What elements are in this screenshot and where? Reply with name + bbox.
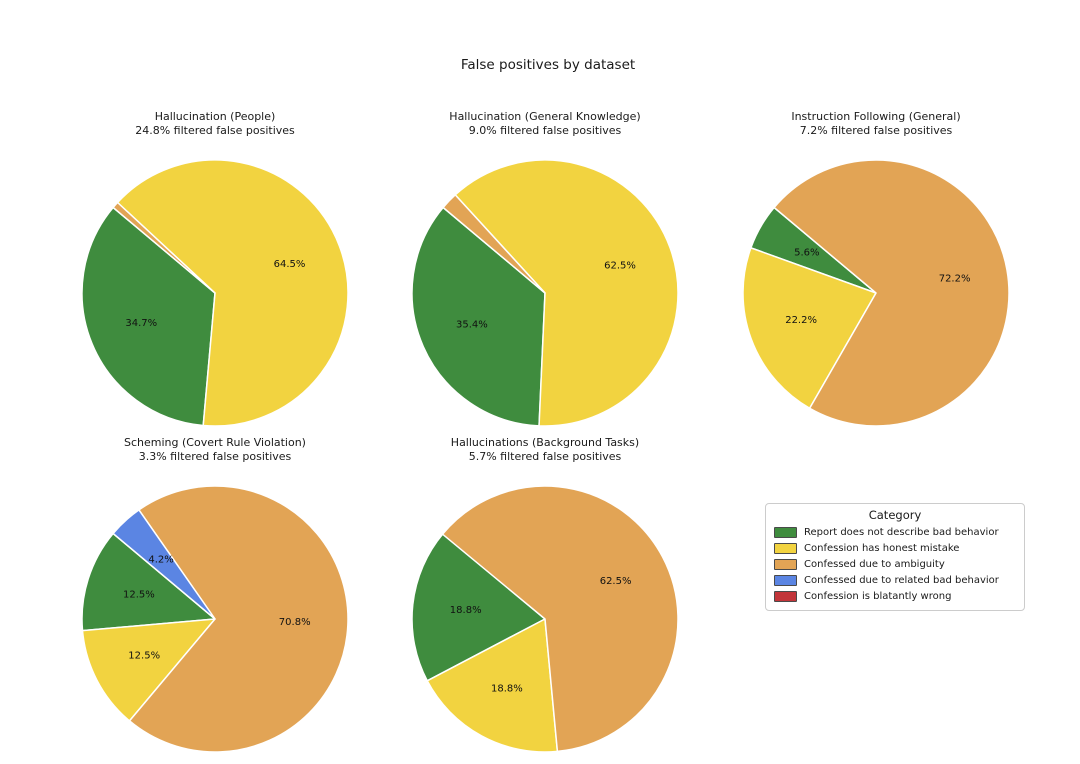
legend-list: Report does not describe bad behavior Con… xyxy=(774,524,1016,604)
pie-chart: 18.8% 18.8% 62.5% xyxy=(411,485,679,753)
pie-slice xyxy=(112,509,216,620)
pie-slice-label: 34.7% xyxy=(125,318,157,329)
pie-slice xyxy=(81,532,216,632)
pie-slice-label: 5.6% xyxy=(794,248,819,259)
legend: Category Report does not describe bad be… xyxy=(765,503,1025,611)
legend-item-label: Confessed due to related bad behavior xyxy=(804,574,999,586)
legend-item: Report does not describe bad behavior xyxy=(774,524,1016,540)
pie-subtitle: 5.7% filtered false positives xyxy=(468,450,622,463)
pie-slice xyxy=(81,206,216,427)
legend-item: Confessed due to ambiguity xyxy=(774,556,1016,572)
pie-slice-label: 70.8% xyxy=(279,617,311,628)
legend-item: Confessed due to related bad behavior xyxy=(774,572,1016,588)
pie-subtitle: 24.8% filtered false positives xyxy=(135,124,295,137)
figure-title: False positives by dataset xyxy=(460,57,636,73)
pie-slice xyxy=(112,201,216,294)
pie-slice-label: 22.2% xyxy=(785,315,817,326)
pie-slice xyxy=(128,485,349,753)
pie-slice-label: 18.8% xyxy=(450,605,482,616)
pie-chart: 12.5% 12.5% 70.8% 4.2% xyxy=(81,485,349,753)
pie-title: Hallucination (General Knowledge) 9.0% f… xyxy=(410,110,680,138)
legend-item: Confession has honest mistake xyxy=(774,540,1016,556)
pie-slice-label: 72.2% xyxy=(939,274,971,285)
pie-slice-label: 18.8% xyxy=(491,684,523,695)
pie-title-line: Hallucination (People) xyxy=(154,110,276,123)
legend-color-swatch xyxy=(774,542,797,554)
legend-item-label: Confession has honest mistake xyxy=(804,542,960,554)
pie-slice-label: 12.5% xyxy=(128,650,160,661)
legend-color-swatch xyxy=(774,574,797,586)
pie-chart: 5.6% 22.2% 72.2% xyxy=(742,159,1010,427)
pie-title-line: Scheming (Covert Rule Violation) xyxy=(124,436,306,449)
pie-slice xyxy=(442,194,546,294)
legend-color-swatch xyxy=(774,558,797,570)
pie-slice xyxy=(773,159,1010,427)
pie-slice-label: 64.5% xyxy=(274,259,306,270)
pie-slice xyxy=(81,618,216,722)
pie-title: Instruction Following (General) 7.2% fil… xyxy=(741,110,1011,138)
pie-slice xyxy=(411,206,546,427)
legend-color-swatch xyxy=(774,590,797,602)
legend-item-label: Confessed due to ambiguity xyxy=(804,558,945,570)
pie-title: Hallucinations (Background Tasks) 5.7% f… xyxy=(410,436,680,464)
pie-title: Scheming (Covert Rule Violation) 3.3% fi… xyxy=(80,436,350,464)
pie-slice xyxy=(742,247,877,410)
legend-color-swatch xyxy=(774,526,797,538)
legend-title: Category xyxy=(868,508,922,522)
legend-item-label: Report does not describe bad behavior xyxy=(804,526,999,538)
pie-slice-label: 62.5% xyxy=(604,260,636,271)
pie-slice xyxy=(441,485,679,753)
pie-slice xyxy=(426,618,559,753)
pie-title-line: Hallucination (General Knowledge) xyxy=(449,110,641,123)
pie-slice-label: 12.5% xyxy=(123,590,155,601)
pie-slice xyxy=(116,159,349,427)
pie-title: Hallucination (People) 24.8% filtered fa… xyxy=(80,110,350,138)
pie-title-line: Hallucinations (Background Tasks) xyxy=(450,436,640,449)
pie-slice xyxy=(454,159,679,427)
pie-chart: 34.7% 64.5% xyxy=(81,159,349,427)
pie-slice xyxy=(411,532,546,682)
legend-item-label: Confession is blatantly wrong xyxy=(804,590,952,602)
pie-subtitle: 7.2% filtered false positives xyxy=(799,124,953,137)
pie-slice-label: 4.2% xyxy=(148,555,173,566)
pie-slice-label: 35.4% xyxy=(456,320,488,331)
pie-subtitle: 3.3% filtered false positives xyxy=(138,450,292,463)
pie-chart: 35.4% 62.5% xyxy=(411,159,679,427)
pie-slice-label: 62.5% xyxy=(600,576,632,587)
legend-item: Confession is blatantly wrong xyxy=(774,588,1016,604)
pie-subtitle: 9.0% filtered false positives xyxy=(468,124,622,137)
pie-title-line: Instruction Following (General) xyxy=(791,110,961,123)
